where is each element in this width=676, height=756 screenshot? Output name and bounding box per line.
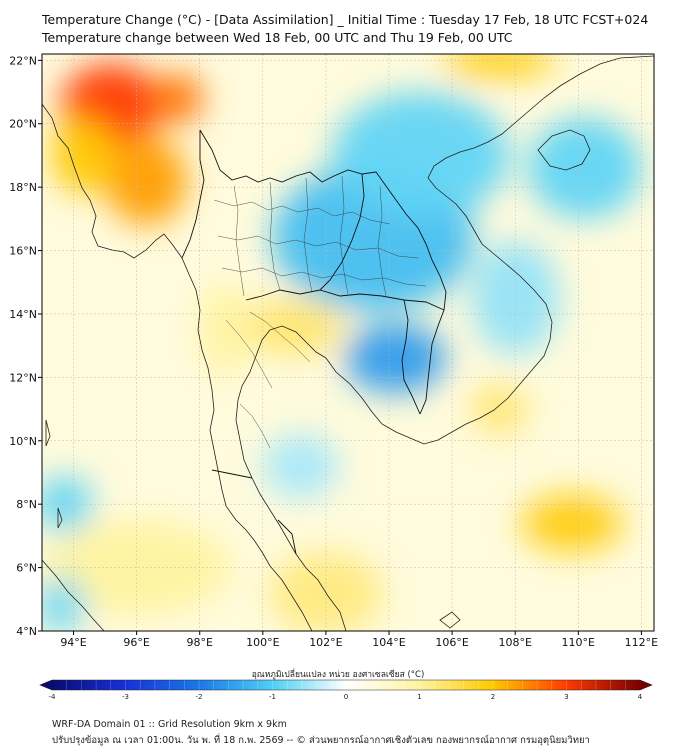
longitude-labels: 94°E 96°E 98°E 100°E 102°E 104°E 106°E 108°E 110… — [60, 636, 658, 649]
lat-tick-label: 10°N — [9, 435, 37, 448]
colorbar-ticks: -4 -3 -2 -1 0 1 2 3 4 — [49, 693, 643, 701]
field-anomaly-12 — [521, 494, 623, 552]
lat-tick-label: 6°N — [16, 562, 37, 575]
field-anomaly-1 — [152, 73, 203, 124]
lat-tick-label: 22°N — [9, 54, 37, 67]
latitude-labels: 4°N 6°N 8°N 10°N 12°N 14°N 16°N 18°N 20°N 22°N — [9, 54, 37, 638]
map-title-line1: Temperature Change (°C) - [Data Assimila… — [42, 12, 649, 27]
lon-tick-label: 96°E — [123, 636, 149, 649]
colorbar-tick-label: -4 — [49, 693, 57, 701]
country-borders — [181, 129, 447, 555]
field-anomaly-2 — [105, 136, 188, 226]
map-frame — [41, 53, 655, 632]
colorbar-tick-label: 4 — [638, 693, 643, 701]
field-anomaly-9 — [243, 298, 345, 356]
lon-tick-label: 102°E — [309, 636, 342, 649]
colorbar-tick-label: 0 — [344, 693, 348, 701]
lat-tick-label: 18°N — [9, 181, 37, 194]
lat-tick-label: 20°N — [9, 118, 37, 131]
field-anomaly-11 — [471, 383, 528, 435]
colorbar-tick-label: 1 — [417, 693, 421, 701]
temperature-change-map: 94°E 96°E 98°E 100°E 102°E 104°E 106°E 108°E 110… — [9, 53, 658, 649]
temperature-field — [42, 54, 642, 631]
map-title-line2: Temperature change between Wed 18 Feb, 0… — [42, 30, 513, 45]
lat-tick-label: 12°N — [9, 371, 37, 384]
lon-tick-label: 98°E — [187, 636, 213, 649]
colorbar-scale — [39, 679, 653, 691]
colorbar-tick-label: -3 — [122, 693, 129, 701]
footer-credit: ปรับปรุงข้อมูล ณ เวลา 01:00น. วัน พ. ที่… — [52, 735, 590, 746]
field-anomaly-16 — [42, 577, 87, 631]
footer-model-info: WRF-DA Domain 01 :: Grid Resolution 9km … — [52, 719, 287, 730]
field-anomaly-18 — [527, 117, 642, 219]
lon-tick-label: 106°E — [435, 636, 468, 649]
lon-tick-label: 112°E — [625, 636, 658, 649]
axis-ticks — [38, 59, 642, 635]
lon-tick-label: 94°E — [60, 636, 86, 649]
field-anomaly-17 — [262, 434, 339, 498]
province-boundaries — [213, 175, 427, 449]
field-anomaly-10 — [199, 282, 251, 378]
colorbar-tick-label: 3 — [564, 693, 568, 701]
lat-tick-label: 8°N — [16, 498, 37, 511]
lat-tick-label: 16°N — [9, 245, 37, 258]
lat-tick-label: 14°N — [9, 308, 37, 321]
lat-tick-label: 4°N — [16, 625, 37, 638]
colorbar-label: อุณหภูมิเปลี่ยนแปลง หน่วย องศาเซลเซียส (… — [251, 670, 425, 680]
lon-tick-label: 100°E — [246, 636, 279, 649]
graticule — [42, 54, 654, 631]
lon-tick-label: 108°E — [498, 636, 531, 649]
field-anomaly-3 — [51, 117, 115, 194]
colorbar-tick-label: 2 — [491, 693, 495, 701]
field-anomaly-7 — [332, 92, 509, 219]
colorbar-tick-label: -1 — [269, 693, 276, 701]
lon-tick-label: 110°E — [562, 636, 595, 649]
lon-tick-label: 104°E — [372, 636, 405, 649]
field-anomaly-6 — [344, 323, 446, 394]
coastlines — [42, 55, 654, 631]
colorbar-tick-label: -2 — [196, 693, 203, 701]
